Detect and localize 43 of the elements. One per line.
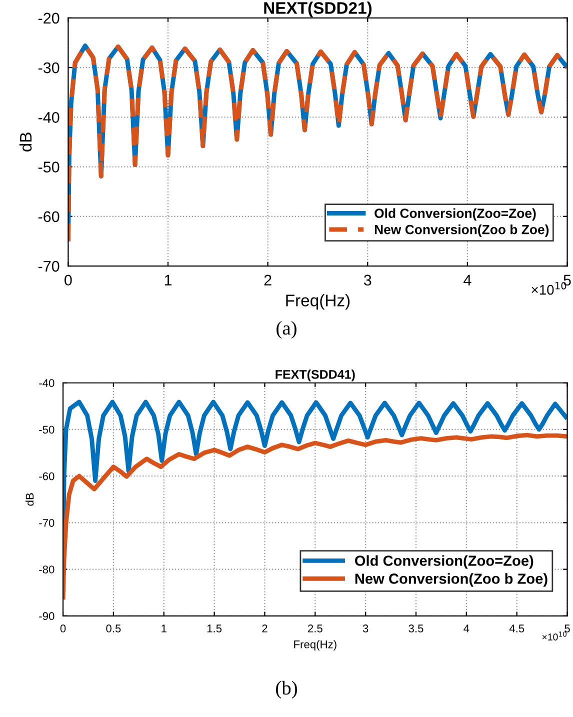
legend-label: Old Conversion(Zoo=Zoe) [355,555,534,569]
x-tick-label: 2 [264,274,272,286]
text: (a) [276,321,296,339]
y-tick-label: -90 [39,612,54,620]
x-tick-label: 3.5 [408,624,424,632]
x-tick-label: 2.5 [308,624,322,632]
x-tick-label: 4 [464,624,470,632]
y-tick-label: -70 [38,260,60,272]
legend-label: Old Conversion(Zoo=Zoe) [374,208,536,221]
y-tick-label: -40 [38,112,60,123]
legend-label: New Conversion(Zoo b Zoe) [374,224,549,237]
y-tick-label: -60 [38,211,60,222]
chart-title: FEXT(SDD41) [276,370,355,382]
y-tick-label: -50 [38,162,60,172]
x-tick-label: 0.5 [106,624,121,632]
x-tick-label: 3 [364,274,372,286]
x-tick-label: 0 [64,274,72,286]
y-axis-title: dB [26,493,34,506]
y-tick-label: -20 [38,12,60,24]
x-tick-label: 1 [164,274,172,286]
y-axis-title: dB [19,132,32,152]
y-tick-label: -80 [39,566,54,574]
x-axis-title: Freq(Hz) [294,640,336,651]
x-tick-label: 4 [464,274,472,286]
line-series [63,432,568,602]
x-tick-label: 1 [162,624,166,632]
x-tick-label: 1.5 [207,624,222,632]
line-series [68,43,568,244]
y-tick-label: -70 [39,518,54,527]
x-tick-label: 3 [362,624,368,632]
y-tick-label: -60 [39,472,54,480]
text: (b) [276,680,297,699]
y-tick-label: -50 [39,426,54,434]
legend-label: New Conversion(Zoo b Zoe) [355,573,548,587]
x-axis-title: Freq(Hz) [286,294,350,310]
y-tick-label: -30 [38,62,60,74]
text: ×10$^{10}$ [542,632,566,640]
x-tick-label: 4.5 [509,624,524,632]
x-tick-label: 0 [60,624,66,632]
chart-title: NEXT(SDD21) [264,2,372,18]
x-tick-label: 5 [564,624,570,632]
y-tick-label: -40 [39,379,54,388]
x-tick-label: 2 [262,624,268,632]
